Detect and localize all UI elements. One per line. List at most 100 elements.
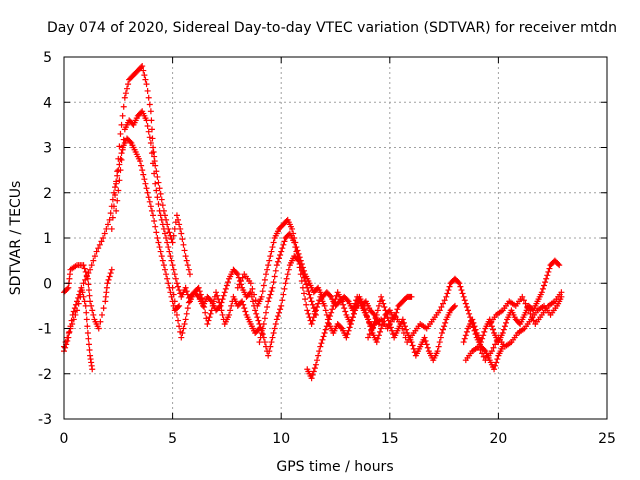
data-point [352,307,359,314]
data-point [83,309,90,316]
y-tick-label: 4 [43,95,52,111]
data-point [151,170,158,177]
data-point [175,317,182,324]
data-point [103,225,110,232]
data-point [72,301,79,308]
data-point [341,305,348,312]
data-point [377,328,384,335]
data-point [400,319,407,326]
data-point [99,311,106,318]
data-point [143,185,150,192]
data-point [249,298,256,305]
data-point [327,313,334,320]
data-point [109,196,116,203]
data-point [282,280,289,287]
data-point [268,288,275,295]
data-point [145,194,152,201]
data-point [366,331,373,338]
data-point [265,352,272,359]
data-point [153,187,160,194]
data-point [268,339,275,346]
data-point [327,292,334,299]
x-tick-label: 25 [598,431,616,447]
data-point [87,266,94,273]
data-point [281,238,288,245]
data-point [542,279,549,286]
data-point [180,325,187,332]
y-tick-label: -2 [38,367,52,383]
data-point [205,317,212,324]
data-point [328,309,335,316]
data-point [171,298,178,305]
data-point [443,293,450,300]
data-point [374,335,381,342]
data-point [234,284,241,291]
data-point [154,235,161,241]
data-point [222,285,229,292]
data-point [97,318,104,325]
data-point [258,330,265,337]
data-point [178,230,185,237]
data-point [458,287,465,294]
data-point [269,284,276,291]
data-point [261,315,268,322]
data-point [460,339,467,346]
data-point [175,283,182,290]
data-point [219,311,226,318]
data-point [169,262,176,269]
data-point [186,271,193,278]
data-point [123,85,130,92]
data-point [195,284,202,291]
data-point [141,72,148,79]
data-point [345,327,352,334]
data-point [223,282,230,289]
data-point [116,177,123,184]
data-point [107,210,114,217]
data-point [299,284,306,291]
data-point [329,306,336,313]
data-point [410,345,417,352]
data-point [446,283,453,290]
x-tick-label: 0 [60,431,69,447]
data-point [142,76,149,83]
data-point [158,216,165,223]
data-point [469,316,476,323]
data-point [86,292,93,299]
y-tick-label: 1 [43,231,52,247]
data-point [89,307,96,314]
data-point [115,155,122,162]
series-track-12 [462,293,565,364]
data-point [383,310,390,317]
data-point [408,293,415,300]
data-point [194,292,201,299]
x-tick-labels: 0 5 10 15 20 25 [60,431,616,447]
data-point [543,275,550,282]
data-point [270,239,277,246]
data-point [267,291,274,298]
data-point [112,184,119,191]
data-point [422,337,429,344]
data-point [163,271,170,278]
data-point [155,179,162,186]
data-point [81,298,88,305]
data-point [389,315,396,322]
data-point [207,297,214,304]
data-point [303,301,310,308]
data-point [491,366,498,373]
data-point [365,334,372,341]
data-point [369,324,376,331]
data-point [373,339,380,346]
data-point [171,271,178,278]
data-point [156,244,163,251]
data-point [256,339,263,346]
data-point [353,304,360,311]
data-point [153,229,160,236]
data-point [316,348,323,355]
data-point [82,276,89,283]
data-point [144,87,151,94]
data-point [104,221,111,228]
data-point [120,103,127,110]
data-point [64,285,71,292]
data-point [347,320,354,327]
data-point [301,290,308,297]
